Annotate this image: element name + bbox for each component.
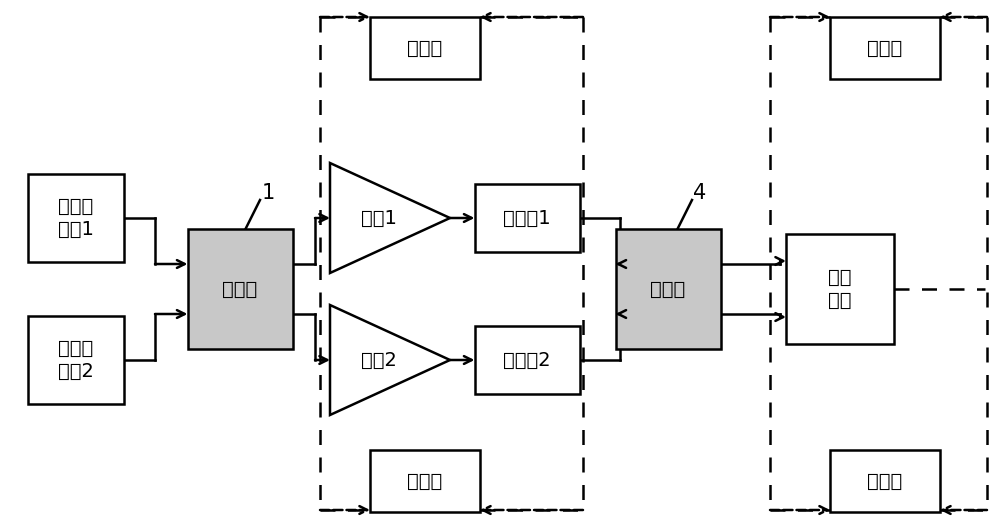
- Bar: [370, 17, 480, 79]
- Bar: [616, 229, 720, 349]
- Text: 1: 1: [261, 183, 275, 203]
- Bar: [28, 316, 124, 404]
- Bar: [786, 234, 894, 344]
- Text: 衰减器2: 衰减器2: [503, 351, 551, 369]
- Text: 信号发
生器1: 信号发 生器1: [58, 197, 94, 239]
- Bar: [475, 326, 580, 394]
- Bar: [830, 17, 940, 79]
- Text: 频谱仪: 频谱仪: [407, 39, 443, 58]
- Polygon shape: [330, 163, 450, 273]
- Text: 频谱仪: 频谱仪: [867, 39, 903, 58]
- Text: 耦合器: 耦合器: [222, 279, 258, 298]
- Bar: [475, 184, 580, 252]
- Text: 电子
开关: 电子 开关: [828, 268, 852, 310]
- Text: 频谱仪: 频谱仪: [407, 471, 443, 490]
- Bar: [370, 450, 480, 512]
- Bar: [28, 174, 124, 262]
- Text: 功放1: 功放1: [361, 208, 397, 227]
- Text: 功放2: 功放2: [361, 351, 397, 369]
- Bar: [188, 229, 292, 349]
- Text: 频谱仪: 频谱仪: [867, 471, 903, 490]
- Text: 耦合器: 耦合器: [650, 279, 686, 298]
- Text: 衰减器1: 衰减器1: [503, 208, 551, 227]
- Polygon shape: [330, 305, 450, 415]
- Bar: [830, 450, 940, 512]
- Text: 4: 4: [693, 183, 707, 203]
- Text: 信号发
生器2: 信号发 生器2: [58, 339, 94, 381]
